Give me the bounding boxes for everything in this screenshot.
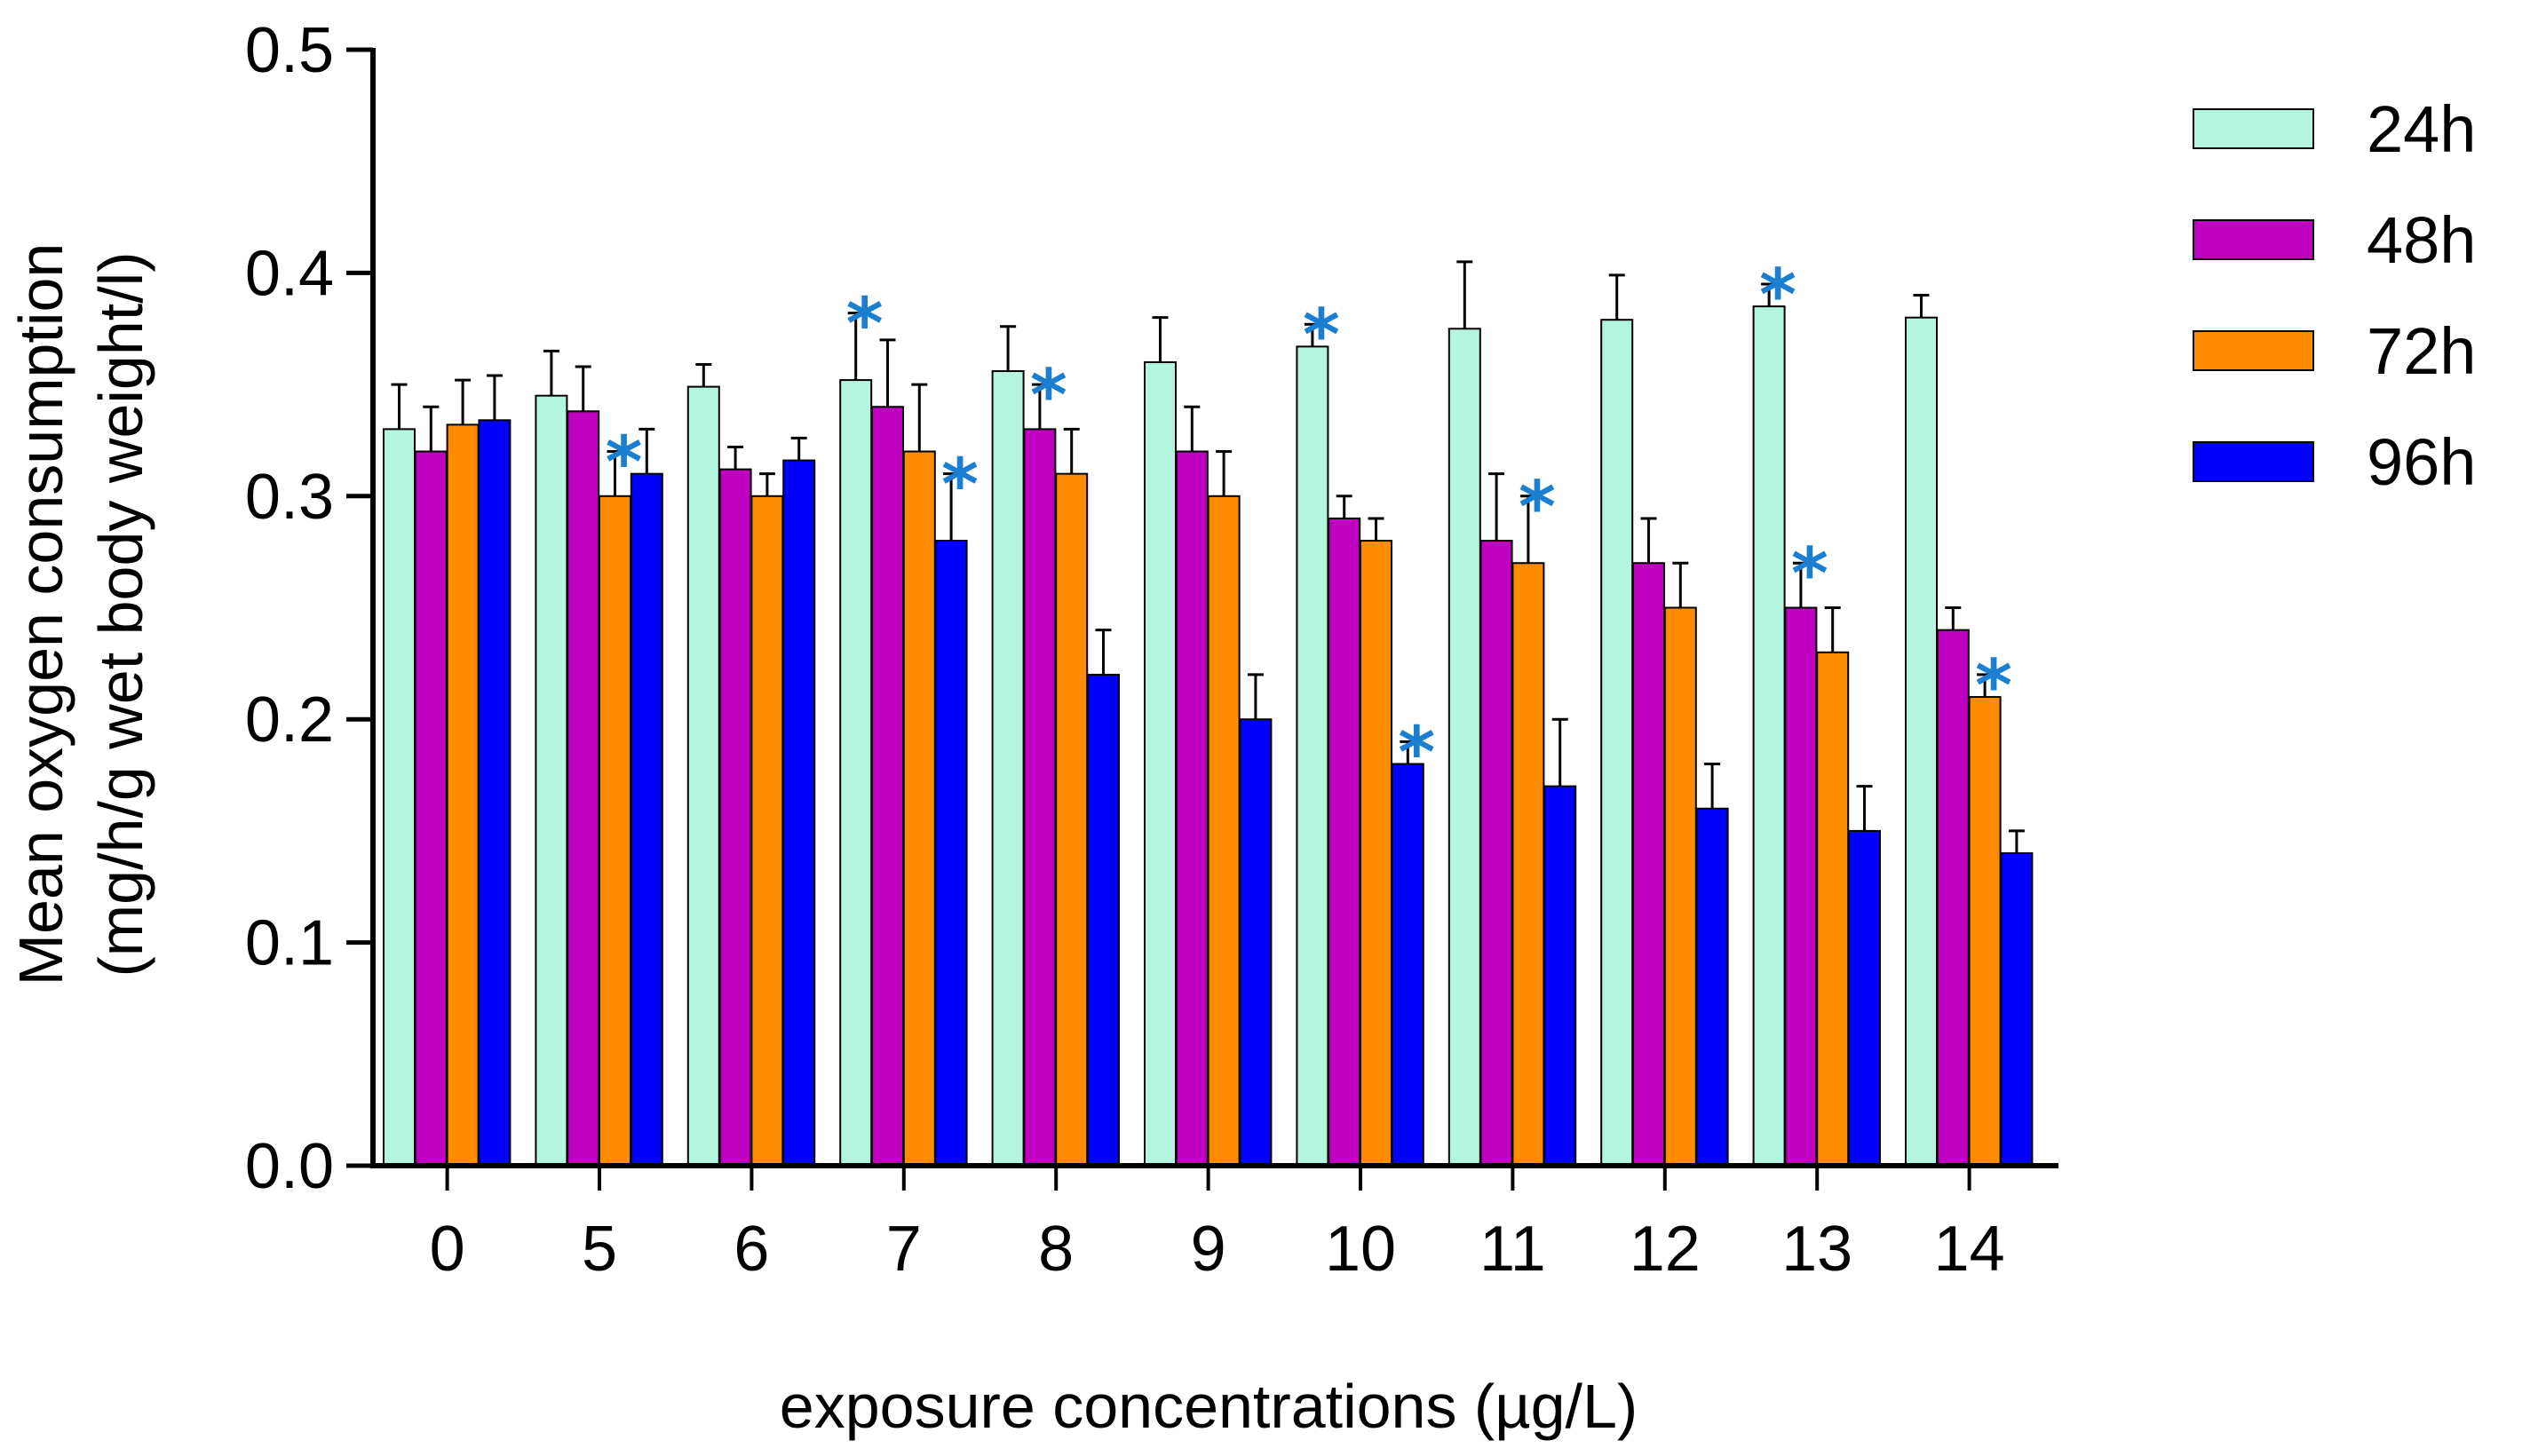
significance-star-24h-10: * [1303,294,1340,376]
y-axis-title-line1: Mean oxygen consumption [6,243,75,986]
x-tick-label-13: 13 [1781,1214,1852,1285]
significance-star-96h-10: * [1398,711,1435,794]
bar-72h-7 [902,450,936,1167]
bar-48h-8 [1023,428,1057,1167]
significance-star-48h-8: * [1030,354,1067,437]
y-tick-label-0.5: 0.5 [245,15,334,86]
bar-72h-8 [1055,472,1089,1167]
x-axis-title: exposure concentrations (µg/L) [780,1372,1638,1441]
bars-layer [383,305,2034,1167]
bar-72h-12 [1663,606,1697,1167]
bar-96h-5 [630,472,663,1167]
bar-24h-13 [1752,305,1786,1167]
bar-24h-7 [839,379,873,1167]
bar-72h-10 [1360,540,1392,1167]
bar-24h-5 [535,394,568,1167]
bar-48h-0 [414,450,448,1167]
y-tick-label-0.3: 0.3 [245,462,334,533]
x-tick-label-8: 8 [1038,1214,1074,1285]
bar-48h-14 [1936,629,1970,1167]
x-tick-label-9: 9 [1191,1214,1226,1285]
bar-72h-14 [1968,696,2002,1167]
x-tick-label-12: 12 [1630,1214,1701,1285]
significance-star-24h-7: * [846,283,884,366]
bar-24h-14 [1905,316,1938,1167]
bar-72h-0 [446,423,480,1167]
legend-swatch-72h [2193,330,2314,371]
bar-24h-11 [1447,328,1481,1167]
bar-72h-9 [1207,495,1241,1167]
significance-star-72h-14: * [1975,645,2012,727]
bar-96h-6 [782,459,816,1167]
legend: 24h 48h 72h 96h [2193,92,2476,499]
x-tick-label-6: 6 [734,1214,769,1285]
legend-label-96h: 96h [2367,425,2476,499]
bar-48h-10 [1328,517,1361,1167]
x-tick-label-5: 5 [582,1214,617,1285]
bar-24h-8 [991,370,1025,1167]
bar-24h-10 [1296,345,1329,1167]
bar-72h-5 [599,495,631,1167]
x-tick-label-14: 14 [1934,1214,2005,1285]
legend-swatch-24h [2193,108,2314,149]
significance-star-72h-5: * [606,422,643,504]
bar-48h-12 [1632,562,1665,1167]
legend-label-72h: 72h [2367,314,2476,388]
legend-swatch-48h [2193,219,2314,260]
bar-48h-11 [1479,540,1513,1167]
significance-star-96h-7: * [941,444,979,526]
bar-96h-7 [934,540,968,1167]
bar-24h-6 [686,385,720,1167]
significance-star-72h-11: * [1519,466,1556,549]
legend-label-48h: 48h [2367,203,2476,277]
bar-72h-6 [750,495,784,1167]
significance-layer: * * * * * * * * * * [606,254,2012,794]
bar-48h-7 [871,406,904,1167]
bar-48h-6 [718,468,752,1167]
axes-layer: 0 5 6 7 8 9 10 11 12 13 14 0.0 0.1 0.2 0.3 0.4 0.5 [245,15,2058,1285]
y-tick-label-0.0: 0.0 [245,1131,334,1202]
bar-24h-0 [383,428,416,1167]
x-tick-label-10: 10 [1325,1214,1396,1285]
legend-swatch-96h [2193,441,2314,482]
bar-24h-9 [1144,360,1177,1167]
significance-star-24h-13: * [1759,254,1796,336]
bar-96h-0 [478,419,512,1167]
x-tick-label-11: 11 [1479,1214,1546,1285]
bar-48h-13 [1784,606,1818,1167]
bar-96h-11 [1543,785,1577,1167]
bar-96h-13 [1848,829,1881,1167]
x-tick-label-0: 0 [430,1214,465,1285]
error-bars-layer [391,260,2025,854]
bar-72h-13 [1816,651,1850,1167]
bar-72h-11 [1511,562,1545,1167]
bar-96h-10 [1391,763,1424,1167]
bar-48h-9 [1175,450,1209,1167]
x-tick-label-7: 7 [886,1214,922,1285]
bar-96h-14 [2000,852,2034,1167]
legend-label-24h: 24h [2367,92,2476,166]
bar-48h-5 [567,410,600,1167]
y-tick-label-0.2: 0.2 [245,684,334,756]
bar-24h-12 [1600,319,1634,1167]
y-axis-title-line2: (mg/h/g wet body weight/l) [86,251,155,977]
bar-96h-8 [1087,673,1120,1167]
bar-96h-12 [1695,807,1729,1167]
y-tick-label-0.1: 0.1 [245,908,334,979]
significance-star-48h-13: * [1791,533,1828,615]
bar-96h-9 [1239,718,1273,1167]
y-tick-label-0.4: 0.4 [245,238,334,309]
